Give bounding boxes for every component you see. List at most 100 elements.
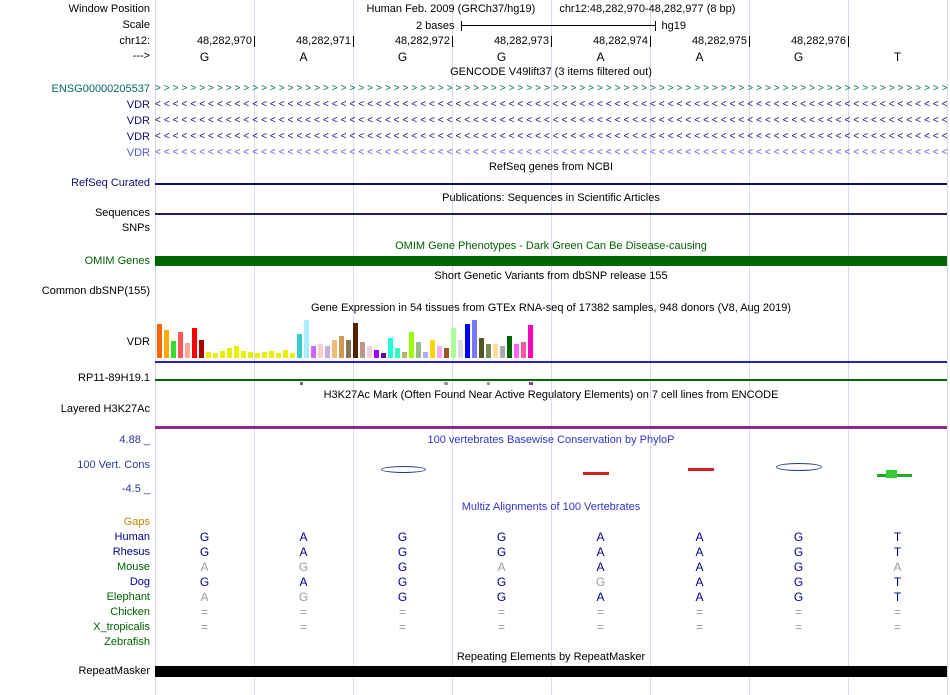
gtex-expression-bar[interactable] xyxy=(458,340,463,358)
gtex-expression-bar[interactable] xyxy=(325,346,330,358)
gtex-expression-bar[interactable] xyxy=(451,328,456,358)
gtex-expression-bar[interactable] xyxy=(388,338,393,358)
gencode-item-label[interactable]: ENSG00000205537 xyxy=(51,83,150,95)
gencode-transcript[interactable]: <<<<<<<<<<<<<<<<<<<<<<<<<<<<<<<<<<<<<<<<… xyxy=(155,115,947,126)
cons-min-label: -4.5 _ xyxy=(121,483,150,495)
sequences-label[interactable]: Sequences xyxy=(94,207,150,219)
omim-genes-label[interactable]: OMIM Genes xyxy=(84,255,150,267)
gtex-expression-bar[interactable] xyxy=(206,352,211,358)
gtex-gene-model-line[interactable] xyxy=(155,361,947,363)
gtex-expression-bar[interactable] xyxy=(395,348,400,358)
gtex-expression-bar[interactable] xyxy=(283,350,288,358)
gtex-expression-bar[interactable] xyxy=(437,346,442,358)
omim-genes-track[interactable] xyxy=(155,256,947,266)
gtex-gene2-model-line[interactable] xyxy=(155,379,947,381)
ruler-number: 48,282,971 xyxy=(295,35,351,47)
gtex-expression-bar[interactable] xyxy=(423,352,428,358)
gtex-expression-bar[interactable] xyxy=(241,351,246,358)
multiz-species-label[interactable]: Elephant xyxy=(106,591,150,603)
gencode-item-label[interactable]: VDR xyxy=(126,131,150,143)
gtex-expression-bar[interactable] xyxy=(381,353,386,358)
multiz-species-label[interactable]: Human xyxy=(114,531,150,543)
multiz-species-label[interactable]: X_tropicalis xyxy=(93,621,150,633)
gencode-item-label[interactable]: VDR xyxy=(126,147,150,159)
gtex-expression-bar[interactable] xyxy=(290,353,295,358)
gencode-item-label[interactable]: VDR xyxy=(126,115,150,127)
multiz-species-label[interactable]: Rhesus xyxy=(112,546,150,558)
gtex-expression-bar[interactable] xyxy=(255,353,260,358)
common-dbsnp-label[interactable]: Common dbSNP(155) xyxy=(41,285,150,297)
alignment-base: = xyxy=(398,605,407,619)
alignment-base: A xyxy=(893,560,902,574)
gtex-expression-bar[interactable] xyxy=(493,344,498,358)
cons-track-label[interactable]: 100 Vert. Cons xyxy=(77,459,150,471)
gtex-gene2-label[interactable]: RP11-89H19.1 xyxy=(78,372,150,384)
gtex-gene-label[interactable]: VDR xyxy=(126,336,150,348)
layered-h3k27ac-track[interactable] xyxy=(155,426,947,429)
gencode-item-label[interactable]: VDR xyxy=(126,99,150,111)
gtex-expression-bar[interactable] xyxy=(332,340,337,358)
gtex-expression-bar[interactable] xyxy=(339,336,344,358)
multiz-species-label[interactable]: Dog xyxy=(129,576,150,588)
gtex-expression-bar[interactable] xyxy=(374,350,379,358)
gtex-expression-bar[interactable] xyxy=(465,324,470,358)
gtex-expression-bar[interactable] xyxy=(269,351,274,358)
gtex-expression-bar[interactable] xyxy=(353,323,358,358)
gtex-expression-bar[interactable] xyxy=(234,346,239,358)
refseq-curated-track[interactable] xyxy=(155,183,947,185)
gtex-expression-bar[interactable] xyxy=(157,324,162,358)
gtex-expression-bar[interactable] xyxy=(500,346,505,358)
gtex-expression-bar[interactable] xyxy=(367,346,372,358)
gencode-transcript[interactable]: >>>>>>>>>>>>>>>>>>>>>>>>>>>>>>>>>>>>>>>>… xyxy=(155,83,947,94)
repeatmasker-label[interactable]: RepeatMasker xyxy=(78,665,150,677)
snps-label[interactable]: SNPs xyxy=(121,222,150,234)
gtex-expression-bar[interactable] xyxy=(213,353,218,358)
alignment-base: G xyxy=(496,545,507,559)
alignment-base: A xyxy=(596,560,605,574)
gtex-expression-bar[interactable] xyxy=(311,346,316,358)
gtex-expression-bar[interactable] xyxy=(360,342,365,358)
gtex-expression-bar[interactable] xyxy=(304,320,309,358)
gtex-expression-bar[interactable] xyxy=(409,332,414,358)
gencode-transcript[interactable]: <<<<<<<<<<<<<<<<<<<<<<<<<<<<<<<<<<<<<<<<… xyxy=(155,131,947,142)
gtex-expression-bar[interactable] xyxy=(178,332,183,358)
multiz-species-label[interactable]: Zebrafish xyxy=(104,636,150,648)
gtex-expression-bar[interactable] xyxy=(297,334,302,358)
gtex-expression-bar[interactable] xyxy=(318,344,323,358)
gtex-expression-bar[interactable] xyxy=(486,344,491,358)
sequences-track[interactable] xyxy=(155,213,947,215)
gtex-expression-bar[interactable] xyxy=(521,342,526,358)
gtex-expression-bar[interactable] xyxy=(220,351,225,358)
gtex-expression-bar[interactable] xyxy=(262,352,267,358)
alignment-base: G xyxy=(298,560,309,574)
gtex-expression-bar[interactable] xyxy=(430,340,435,358)
gtex-expression-bar[interactable] xyxy=(164,330,169,358)
gaps-label[interactable]: Gaps xyxy=(123,516,150,528)
gtex-expression-bar[interactable] xyxy=(227,348,232,358)
refseq-curated-label[interactable]: RefSeq Curated xyxy=(71,177,150,189)
gtex-expression-bar[interactable] xyxy=(416,342,421,358)
gtex-expression-bar[interactable] xyxy=(507,336,512,358)
gtex-expression-bar[interactable] xyxy=(276,353,281,358)
gtex-expression-bar[interactable] xyxy=(248,352,253,358)
gtex-expression-bar[interactable] xyxy=(528,325,533,358)
alignment-base: A xyxy=(596,530,605,544)
gtex-expression-bar[interactable] xyxy=(199,340,204,358)
gtex-expression-bar[interactable] xyxy=(402,352,407,358)
gtex-expression-bar[interactable] xyxy=(444,348,449,358)
gtex-expression-bar[interactable] xyxy=(346,340,351,358)
multiz-species-label[interactable]: Mouse xyxy=(116,561,150,573)
gtex-expression-bar[interactable] xyxy=(514,344,519,358)
grid-line xyxy=(155,0,156,695)
repeatmasker-track[interactable] xyxy=(155,666,947,677)
layered-h3k27ac-label[interactable]: Layered H3K27Ac xyxy=(60,403,150,415)
gtex-expression-bar[interactable] xyxy=(479,338,484,358)
gtex-expression-bar[interactable] xyxy=(185,343,190,358)
gtex-expression-bar[interactable] xyxy=(171,341,176,358)
gencode-transcript[interactable]: <<<<<<<<<<<<<<<<<<<<<<<<<<<<<<<<<<<<<<<<… xyxy=(155,99,947,110)
dbsnp-title: Short Genetic Variants from dbSNP releas… xyxy=(434,270,668,282)
gtex-expression-bar[interactable] xyxy=(472,320,477,358)
gencode-transcript[interactable]: <<<<<<<<<<<<<<<<<<<<<<<<<<<<<<<<<<<<<<<<… xyxy=(155,147,947,158)
gtex-expression-bar[interactable] xyxy=(192,328,197,358)
multiz-species-label[interactable]: Chicken xyxy=(110,606,150,618)
